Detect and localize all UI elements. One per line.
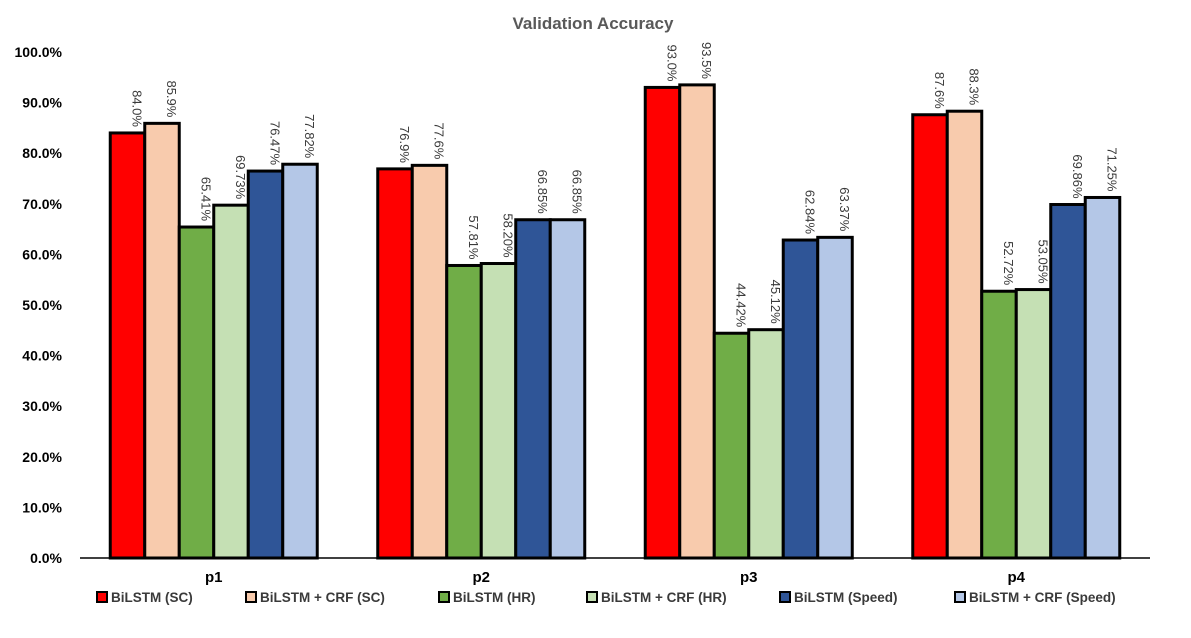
- legend-item: BiLSTM (HR): [438, 590, 535, 605]
- legend-swatch: [96, 591, 108, 603]
- data-label: 85.9%: [164, 80, 179, 117]
- bar: [678, 83, 716, 560]
- legend-swatch: [779, 591, 791, 603]
- y-tick-label: 20.0%: [22, 449, 62, 465]
- data-label: 45.12%: [768, 280, 783, 325]
- bar: [1083, 195, 1122, 560]
- legend-label: BiLSTM (Speed): [794, 590, 898, 605]
- data-label: 44.42%: [734, 283, 749, 328]
- y-tick-label: 0.0%: [30, 550, 62, 566]
- bar-series: [108, 83, 1122, 560]
- bar: [1014, 288, 1053, 560]
- data-label: 93.5%: [699, 42, 714, 79]
- y-tick-label: 90.0%: [22, 95, 62, 111]
- bar: [376, 167, 414, 560]
- bar: [816, 235, 854, 560]
- legend-swatch: [954, 591, 966, 603]
- bar: [911, 113, 949, 560]
- data-label: 57.81%: [466, 215, 481, 260]
- legend-label: BiLSTM + CRF (HR): [601, 590, 727, 605]
- data-label: 76.9%: [397, 126, 412, 163]
- bar: [643, 85, 682, 560]
- data-label: 63.37%: [837, 187, 852, 232]
- legend-label: BiLSTM + CRF (Speed): [969, 590, 1116, 605]
- bar: [108, 131, 147, 560]
- y-tick-label: 10.0%: [22, 499, 62, 515]
- data-label: 52.72%: [1001, 241, 1016, 286]
- legend-item: BiLSTM (Speed): [779, 590, 898, 605]
- data-label: 53.05%: [1036, 239, 1051, 284]
- bar: [177, 225, 216, 560]
- data-label: 66.85%: [535, 170, 550, 215]
- y-tick-label: 80.0%: [22, 145, 62, 161]
- y-tick-label: 70.0%: [22, 196, 62, 212]
- bar: [945, 109, 984, 560]
- bar: [980, 289, 1018, 560]
- legend-label: BiLSTM (SC): [111, 590, 193, 605]
- data-label: 84.0%: [130, 90, 145, 127]
- x-axis: p1 p2 p3 p4: [205, 569, 1026, 586]
- data-label: 87.6%: [932, 72, 947, 109]
- legend-item: BiLSTM + CRF (SC): [245, 590, 385, 605]
- y-tick-label: 40.0%: [22, 348, 62, 364]
- bar: [212, 203, 250, 560]
- bar: [1049, 203, 1087, 560]
- legend-swatch: [586, 591, 598, 603]
- bar: [143, 121, 181, 560]
- legend: BiLSTM (SC) BiLSTM + CRF (SC) BiLSTM (HR) B…: [96, 590, 1116, 605]
- y-tick-label: 100.0%: [15, 44, 63, 60]
- data-label: 76.47%: [268, 121, 283, 166]
- data-label: 77.6%: [432, 122, 447, 159]
- data-label: 69.86%: [1070, 154, 1085, 199]
- bar: [246, 169, 285, 560]
- legend-item: BiLSTM + CRF (HR): [586, 590, 727, 605]
- data-label: 88.3%: [967, 68, 982, 105]
- y-tick-label: 60.0%: [22, 246, 62, 262]
- bar: [514, 218, 552, 560]
- legend-label: BiLSTM + CRF (SC): [260, 590, 385, 605]
- data-labels: 84.0% 85.9% 65.41% 69.73% 76.47% 77.82% 76.9% 7…: [130, 42, 1120, 328]
- x-tick-label: p1: [205, 569, 223, 586]
- bar: [781, 238, 820, 560]
- legend-label: BiLSTM (HR): [453, 590, 535, 605]
- data-label: 62.84%: [803, 190, 818, 235]
- bar: [410, 163, 449, 560]
- legend-item: BiLSTM (SC): [96, 590, 193, 605]
- legend-swatch: [245, 591, 257, 603]
- legend-swatch: [438, 591, 450, 603]
- data-label: 69.73%: [233, 155, 248, 200]
- x-tick-label: p2: [472, 569, 490, 586]
- bar: [548, 218, 587, 560]
- legend-item: BiLSTM + CRF (Speed): [954, 590, 1116, 605]
- y-axis: 0.0% 10.0% 20.0% 30.0% 40.0% 50.0% 60.0% 70.0% 8…: [15, 44, 1150, 566]
- data-label: 93.0%: [665, 45, 680, 82]
- x-tick-label: p3: [740, 569, 758, 586]
- bar: [712, 331, 751, 560]
- y-tick-label: 50.0%: [22, 297, 62, 313]
- data-label: 58.20%: [501, 213, 516, 258]
- bar: [747, 328, 785, 560]
- x-tick-label: p4: [1007, 569, 1025, 586]
- data-label: 77.82%: [302, 114, 317, 159]
- chart-title: Validation Accuracy: [513, 14, 674, 33]
- data-label: 65.41%: [199, 177, 214, 222]
- y-tick-label: 30.0%: [22, 398, 62, 414]
- data-label: 71.25%: [1105, 147, 1120, 192]
- data-label: 66.85%: [570, 170, 585, 215]
- bar: [445, 263, 483, 560]
- bar: [281, 162, 319, 560]
- bar: [479, 262, 518, 560]
